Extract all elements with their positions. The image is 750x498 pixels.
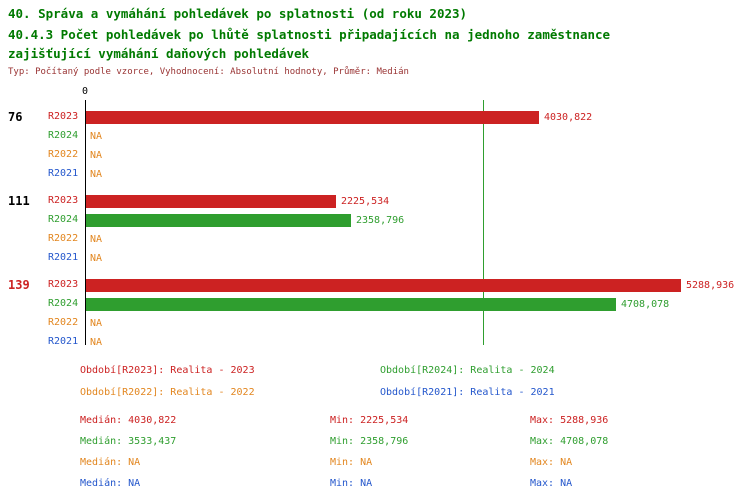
report-title-line2: 40.4.3 Počet pohledávek po lhůtě splatno… — [8, 27, 611, 42]
chart-row-111-r2024: R2024 2358,796 — [0, 211, 750, 230]
series-label: R2021 — [48, 168, 79, 179]
legend-item-r2023: Období[R2023]: Realita - 2023 — [80, 365, 255, 376]
na-label: NA — [90, 234, 103, 245]
stat-min-r2022: Min: NA — [330, 457, 373, 468]
series-label: R2023 — [48, 279, 79, 290]
legend-item-r2021: Období[R2021]: Realita - 2021 — [380, 387, 555, 398]
axis-zero-label: 0 — [81, 86, 89, 97]
value-label: 2225,534 — [341, 196, 390, 207]
chart-row-139-r2023: 139 R2023 5288,936 — [0, 276, 750, 295]
series-label: R2022 — [48, 149, 79, 160]
zero-axis-line — [85, 100, 86, 345]
stat-max-r2022: Max: NA — [530, 457, 573, 468]
series-label: R2022 — [48, 317, 79, 328]
legend-item-r2022: Období[R2022]: Realita - 2022 — [80, 387, 255, 398]
bar-chart: 0 76 R2023 4030,822 R2024 NA R2022 NA R2021 NA 11… — [0, 86, 750, 352]
na-label: NA — [90, 169, 103, 180]
median-line-r2024 — [483, 100, 484, 345]
na-label: NA — [90, 337, 103, 348]
bar — [86, 111, 539, 124]
stat-min-r2021: Min: NA — [330, 478, 373, 489]
na-label: NA — [90, 318, 103, 329]
group-label: 76 — [8, 110, 23, 124]
series-label: R2023 — [48, 111, 79, 122]
bar — [86, 298, 616, 311]
chart-row-139-r2022: R2022 NA — [0, 314, 750, 333]
na-label: NA — [90, 253, 103, 264]
series-label: R2024 — [48, 130, 79, 141]
group-label: 111 — [8, 194, 30, 208]
stat-median-r2022: Medián: NA — [80, 457, 141, 468]
stat-median-r2021: Medián: NA — [80, 478, 141, 489]
series-label: R2021 — [48, 336, 79, 347]
chart-row-139-r2021: R2021 NA — [0, 333, 750, 352]
stat-median-r2023: Medián: 4030,822 — [80, 415, 177, 426]
stat-max-r2023: Max: 5288,936 — [530, 415, 609, 426]
chart-row-76-r2021: R2021 NA — [0, 165, 750, 184]
bar — [86, 214, 351, 227]
bar — [86, 279, 681, 292]
stat-min-r2023: Min: 2225,534 — [330, 415, 409, 426]
series-label: R2022 — [48, 233, 79, 244]
chart-row-111-r2021: R2021 NA — [0, 249, 750, 268]
value-label: 2358,796 — [356, 215, 405, 226]
stat-min-r2024: Min: 2358,796 — [330, 436, 409, 447]
chart-row-76-r2023: 76 R2023 4030,822 — [0, 108, 750, 127]
chart-row-111-r2023: 111 R2023 2225,534 — [0, 192, 750, 211]
chart-row-139-r2024: R2024 4708,078 — [0, 295, 750, 314]
na-label: NA — [90, 150, 103, 161]
report-meta: Typ: Počítaný podle vzorce, Vyhodnocení:… — [8, 67, 409, 77]
legend-item-r2024: Období[R2024]: Realita - 2024 — [380, 365, 555, 376]
series-label: R2023 — [48, 195, 79, 206]
report-title-line1: 40. Správa a vymáhání pohledávek po spla… — [8, 6, 468, 21]
chart-row-76-r2022: R2022 NA — [0, 146, 750, 165]
stat-median-r2024: Medián: 3533,437 — [80, 436, 177, 447]
chart-row-111-r2022: R2022 NA — [0, 230, 750, 249]
bar — [86, 195, 336, 208]
series-label: R2024 — [48, 298, 79, 309]
value-label: 5288,936 — [686, 280, 735, 291]
stat-max-r2021: Max: NA — [530, 478, 573, 489]
legend: Období[R2023]: Realita - 2023 Období[R202… — [0, 360, 750, 406]
report-title-line3: zajišťující vymáhání daňových pohledávek — [8, 46, 310, 61]
series-label: R2021 — [48, 252, 79, 263]
chart-row-76-r2024: R2024 NA — [0, 127, 750, 146]
stats-table: Medián: 4030,822 Min: 2225,534 Max: 5288,9… — [0, 410, 750, 498]
group-label: 139 — [8, 278, 30, 292]
series-label: R2024 — [48, 214, 79, 225]
na-label: NA — [90, 131, 103, 142]
value-label: 4708,078 — [621, 299, 670, 310]
value-label: 4030,822 — [544, 112, 593, 123]
stat-max-r2024: Max: 4708,078 — [530, 436, 609, 447]
